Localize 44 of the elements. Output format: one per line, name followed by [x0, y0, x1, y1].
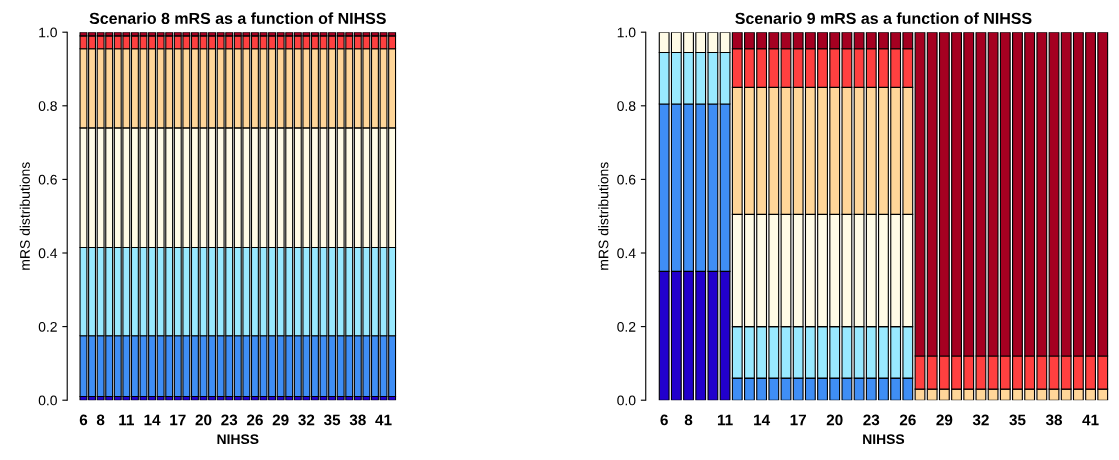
y-tick-label: 0.2	[617, 321, 636, 332]
chart-title: Scenario 8 mRS as a function of NIHSS	[89, 12, 386, 25]
x-axis-title: NIHSS	[217, 434, 259, 445]
y-tick-label: 0.6	[617, 174, 636, 185]
x-tick-label: 14	[754, 414, 771, 426]
x-tick-label: 41	[1082, 414, 1099, 426]
x-tick-label: 38	[1045, 414, 1063, 426]
x-tick-label: 32	[972, 414, 989, 426]
x-axis-title: NIHSS	[863, 434, 905, 445]
x-tick-label: 6	[660, 414, 668, 426]
x-tick-label: 35	[1009, 414, 1026, 426]
y-tick-label: 0.8	[38, 101, 57, 111]
x-tick-label: 11	[119, 414, 134, 426]
y-tick-label: 0.4	[617, 248, 636, 259]
x-tick-label: 14	[144, 414, 161, 426]
chart-title: Scenario 9 mRS as a function of NIHSS	[735, 12, 1032, 25]
x-tick-label: 41	[375, 414, 392, 426]
x-tick-label: 26	[899, 414, 916, 426]
y-tick-label: 0.4	[38, 248, 58, 259]
x-tick-label: 35	[323, 414, 341, 426]
y-tick-label: 1.0	[39, 27, 57, 38]
x-tick-label: 20	[195, 414, 212, 426]
x-tick-label: 6	[79, 414, 88, 426]
x-tick-label: 38	[349, 414, 366, 426]
y-tick-label: 0.2	[38, 321, 57, 332]
x-tick-label: 23	[863, 414, 880, 426]
x-tick-label: 17	[790, 414, 806, 426]
y-tick-label: 0.0	[38, 395, 57, 406]
y-tick-label: 0.0	[617, 395, 636, 406]
y-tick-label: 1.0	[617, 27, 636, 38]
y-axis-title: mRS distributions	[19, 162, 30, 270]
x-tick-label: 17	[170, 414, 186, 426]
x-tick-label: 11	[717, 414, 733, 426]
y-tick-label: 0.8	[617, 101, 636, 111]
x-tick-label: 32	[298, 414, 315, 426]
x-tick-label: 20	[826, 414, 843, 426]
x-tick-label: 29	[936, 414, 953, 426]
x-tick-label: 8	[684, 414, 693, 426]
x-tick-label: 23	[221, 414, 238, 426]
y-axis-title: mRS distributions	[598, 162, 609, 270]
y-tick-label: 0.6	[38, 174, 57, 185]
x-tick-label: 8	[96, 414, 105, 426]
x-tick-label: 26	[246, 414, 263, 426]
x-tick-label: 29	[272, 414, 289, 426]
